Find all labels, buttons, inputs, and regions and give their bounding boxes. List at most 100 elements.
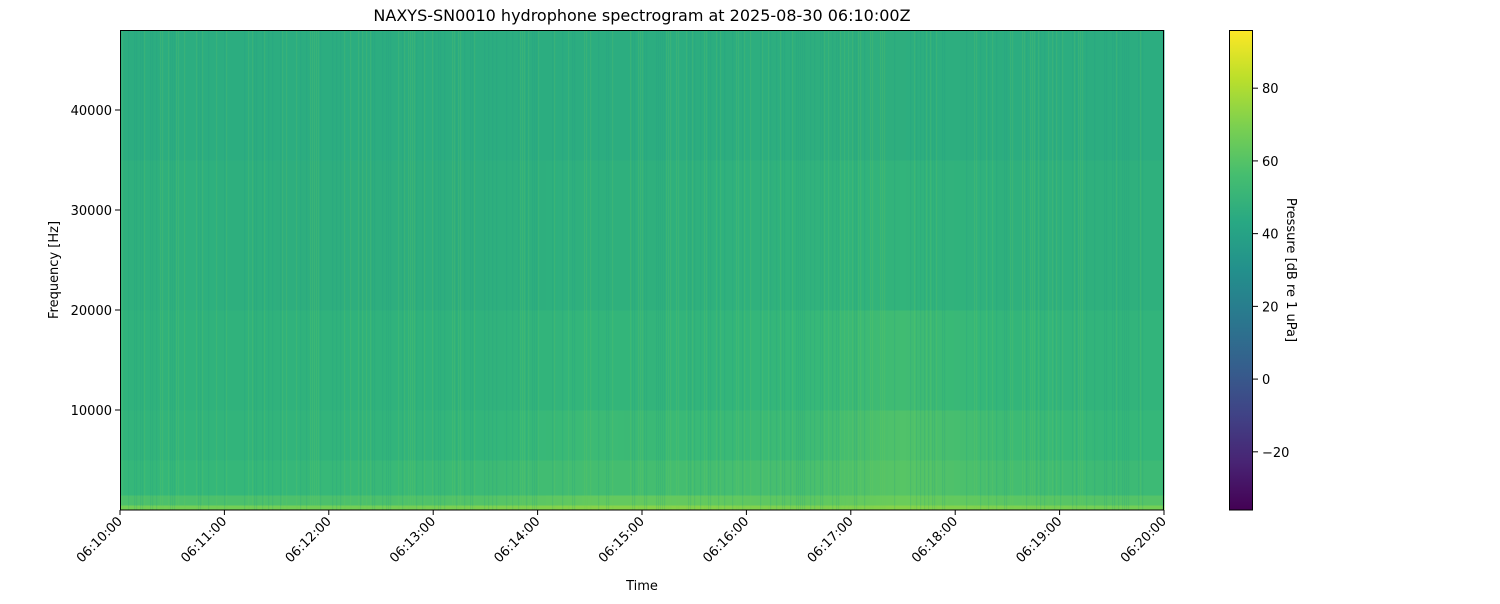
- texture-stripe: [208, 30, 210, 510]
- heatmap-cell: [450, 495, 457, 506]
- heatmap-cell: [168, 410, 175, 461]
- texture-stripe: [944, 30, 946, 510]
- heatmap-cell: [1134, 160, 1141, 311]
- heatmap-cell: [960, 495, 967, 506]
- heatmap-cell: [990, 495, 997, 506]
- heatmap-cell: [1110, 310, 1117, 411]
- heatmap-cell: [264, 495, 271, 506]
- heatmap-cell: [1080, 30, 1087, 161]
- heatmap-cell: [684, 460, 691, 496]
- heatmap-cell: [840, 160, 847, 311]
- heatmap-cell: [456, 460, 463, 496]
- heatmap-cell: [162, 160, 169, 311]
- heatmap-cell: [1098, 505, 1105, 511]
- heatmap-cell: [330, 160, 337, 311]
- heatmap-cell: [1152, 495, 1159, 506]
- heatmap-cell: [198, 460, 205, 496]
- texture-stripe: [1024, 30, 1026, 510]
- heatmap-cell: [618, 30, 625, 161]
- heatmap-cell: [552, 160, 559, 311]
- heatmap-cell: [240, 160, 247, 311]
- heatmap-cell: [678, 410, 685, 461]
- heatmap-cell: [1146, 160, 1153, 311]
- heatmap-cell: [666, 505, 673, 511]
- texture-stripe: [744, 30, 746, 510]
- heatmap-cell: [954, 160, 961, 311]
- heatmap-cell: [534, 310, 541, 411]
- heatmap-cell: [330, 30, 337, 161]
- heatmap-cell: [264, 160, 271, 311]
- texture-stripe: [736, 30, 738, 510]
- heatmap-cell: [774, 495, 781, 506]
- texture-stripe: [1062, 30, 1064, 510]
- heatmap-cell: [594, 310, 601, 411]
- heatmap-cell: [324, 30, 331, 161]
- heatmap-cell: [1116, 310, 1123, 411]
- heatmap-cell: [630, 310, 637, 411]
- heatmap-cell: [282, 410, 289, 461]
- heatmap-cell: [510, 410, 517, 461]
- heatmap-cell: [1080, 505, 1087, 511]
- heatmap-cell: [918, 30, 925, 161]
- texture-stripe: [416, 30, 418, 510]
- texture-stripe: [122, 30, 124, 510]
- heatmap-cell: [732, 30, 739, 161]
- heatmap-cell: [420, 310, 427, 411]
- heatmap-cell: [486, 495, 493, 506]
- heatmap-cell: [258, 30, 265, 161]
- heatmap-cell: [882, 460, 889, 496]
- heatmap-cell: [786, 495, 793, 506]
- heatmap-cell: [402, 460, 409, 496]
- heatmap-cell: [504, 30, 511, 161]
- heatmap-cell: [864, 30, 871, 161]
- texture-stripe: [252, 30, 254, 510]
- heatmap-cell: [714, 495, 721, 506]
- heatmap-cell: [1158, 310, 1165, 411]
- heatmap-cell: [390, 160, 397, 311]
- heatmap-cell: [372, 30, 379, 161]
- heatmap-cell: [480, 30, 487, 161]
- texture-stripe: [1112, 30, 1114, 510]
- heatmap-cell: [330, 460, 337, 496]
- texture-stripe: [762, 30, 764, 510]
- heatmap-cell: [780, 505, 787, 511]
- heatmap-cell: [198, 310, 205, 411]
- heatmap-cell: [612, 505, 619, 511]
- heatmap-cell: [900, 30, 907, 161]
- heatmap-cell: [660, 495, 667, 506]
- heatmap-cell: [1080, 410, 1087, 461]
- heatmap-cell: [522, 460, 529, 496]
- texture-stripe: [254, 30, 256, 510]
- heatmap-cell: [1032, 310, 1039, 411]
- heatmap-cell: [816, 505, 823, 511]
- heatmap-cell: [660, 460, 667, 496]
- heatmap-cell: [252, 505, 259, 511]
- texture-stripe: [668, 30, 670, 510]
- heatmap-cell: [258, 410, 265, 461]
- heatmap-cell: [336, 310, 343, 411]
- heatmap-cell: [822, 460, 829, 496]
- texture-stripe: [1114, 30, 1116, 510]
- texture-stripe: [820, 30, 822, 510]
- texture-stripe: [526, 30, 528, 510]
- heatmap-cell: [420, 495, 427, 506]
- heatmap-cell: [138, 495, 145, 506]
- heatmap-cell: [1134, 310, 1141, 411]
- heatmap-cell: [144, 495, 151, 506]
- heatmap-cell: [768, 310, 775, 411]
- texture-stripe: [690, 30, 692, 510]
- texture-stripe: [976, 30, 978, 510]
- heatmap-cell: [954, 410, 961, 461]
- heatmap-cell: [336, 410, 343, 461]
- heatmap-cell: [336, 460, 343, 496]
- heatmap-cell: [1026, 160, 1033, 311]
- heatmap-cell: [630, 410, 637, 461]
- heatmap-cell: [852, 495, 859, 506]
- heatmap-cell: [492, 505, 499, 511]
- texture-stripe: [264, 30, 266, 510]
- heatmap-cell: [1116, 30, 1123, 161]
- heatmap-cell: [642, 30, 649, 161]
- heatmap-cell: [954, 310, 961, 411]
- heatmap-cell: [234, 310, 241, 411]
- heatmap-cell: [924, 30, 931, 161]
